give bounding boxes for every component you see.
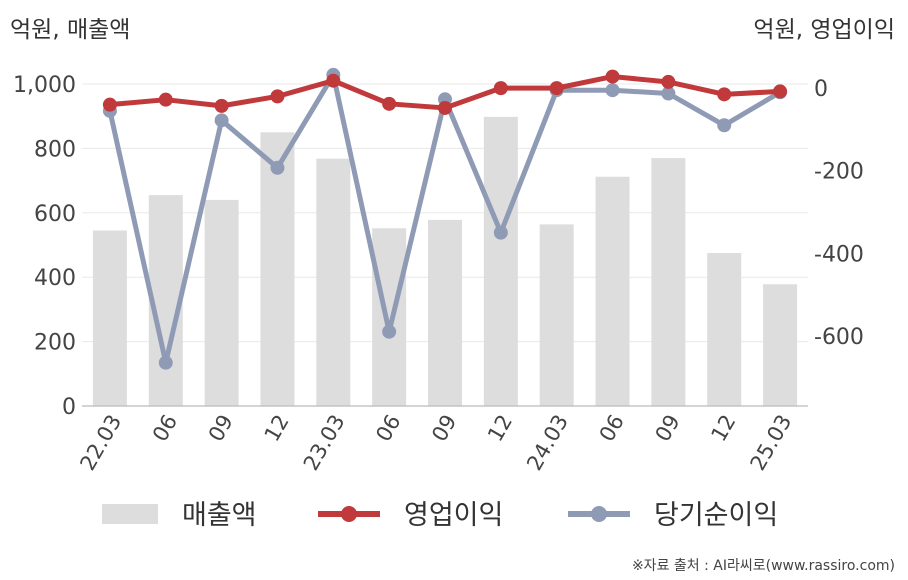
series-point: [549, 81, 564, 96]
bar-mark: [539, 224, 574, 406]
legend-label: 영업이익: [404, 500, 503, 531]
left-axis-ticks: 0 200 400 600 800 1,000: [13, 73, 76, 420]
x-axis-ticks: 22.03 06 09 12 23.03 06 09 12 24.03 06 09 12 25.03: [75, 411, 796, 475]
x-tick-label: 06: [148, 411, 182, 446]
left-tick-label: 800: [34, 137, 76, 162]
series-point: [270, 160, 285, 175]
series-point: [717, 118, 732, 133]
x-tick-label: 09: [427, 411, 461, 446]
bars: [92, 116, 798, 407]
x-tick-label: 09: [204, 411, 238, 446]
left-axis-unit-label: 억원, 매출액: [10, 17, 130, 43]
series-point: [158, 92, 173, 107]
legend-marker: [591, 506, 607, 522]
left-tick-label: 0: [62, 395, 76, 420]
series-point: [158, 355, 173, 370]
x-tick-label: 25.03: [746, 411, 797, 475]
series-point: [438, 100, 452, 115]
legend-label: 매출액: [182, 500, 257, 531]
right-tick-label: 0: [814, 77, 828, 102]
series-point: [605, 69, 620, 84]
bar-mark: [372, 228, 407, 406]
series-point: [605, 83, 620, 98]
series-point: [382, 96, 397, 111]
lines: [102, 67, 788, 370]
series-point: [661, 86, 676, 101]
series-point: [661, 74, 676, 89]
series-point: [493, 81, 508, 96]
series-point: [102, 97, 117, 112]
grid: [82, 83, 808, 343]
x-tick-label: 09: [651, 411, 685, 446]
legend-item: 당기순이익: [568, 500, 778, 531]
bar-mark: [595, 176, 630, 406]
x-tick-label: 12: [483, 411, 517, 446]
series-point: [214, 113, 229, 128]
left-tick-label: 200: [34, 331, 76, 356]
bar-mark: [707, 253, 742, 406]
bar-mark: [260, 132, 295, 407]
bar-mark: [763, 284, 798, 406]
legend-item: 매출액: [102, 500, 257, 531]
legend: 매출액 영업이익 당기순이익: [102, 500, 778, 531]
legend-item: 영업이익: [318, 500, 503, 531]
series-point: [493, 225, 508, 240]
right-tick-label: -600: [814, 325, 864, 350]
series-point: [382, 324, 397, 339]
x-tick-label: 24.03: [522, 411, 573, 475]
right-axis-unit-label: 억원, 영업이익: [753, 17, 895, 43]
x-tick-label: 12: [260, 411, 294, 446]
right-tick-label: -400: [814, 242, 864, 267]
x-tick-label: 06: [371, 411, 405, 446]
series-point: [717, 87, 732, 102]
x-tick-label: 22.03: [75, 411, 126, 475]
left-tick-label: 400: [34, 266, 76, 291]
legend-swatch: [102, 504, 158, 524]
series-point: [270, 89, 285, 104]
right-axis-ticks: 0 -200 -400 -600: [814, 77, 864, 350]
right-tick-label: -200: [814, 160, 864, 185]
x-tick-label: 12: [706, 411, 740, 446]
series-point: [773, 84, 788, 99]
bar-mark: [92, 230, 127, 406]
bar-mark: [428, 219, 462, 406]
source-note: ※자료 출처 : AI라씨로(www.rassiro.com): [632, 558, 895, 574]
bar-mark: [483, 116, 518, 407]
series-point: [326, 73, 341, 88]
x-tick-label: 06: [595, 411, 629, 446]
series-point: [214, 98, 229, 113]
left-tick-label: 1,000: [13, 73, 76, 98]
legend-label: 당기순이익: [654, 500, 778, 531]
legend-marker: [341, 506, 357, 522]
bar-mark: [316, 158, 351, 406]
left-tick-label: 600: [34, 202, 76, 227]
bar-mark: [204, 199, 239, 406]
bar-mark: [651, 158, 686, 406]
x-tick-label: 23.03: [299, 411, 350, 475]
